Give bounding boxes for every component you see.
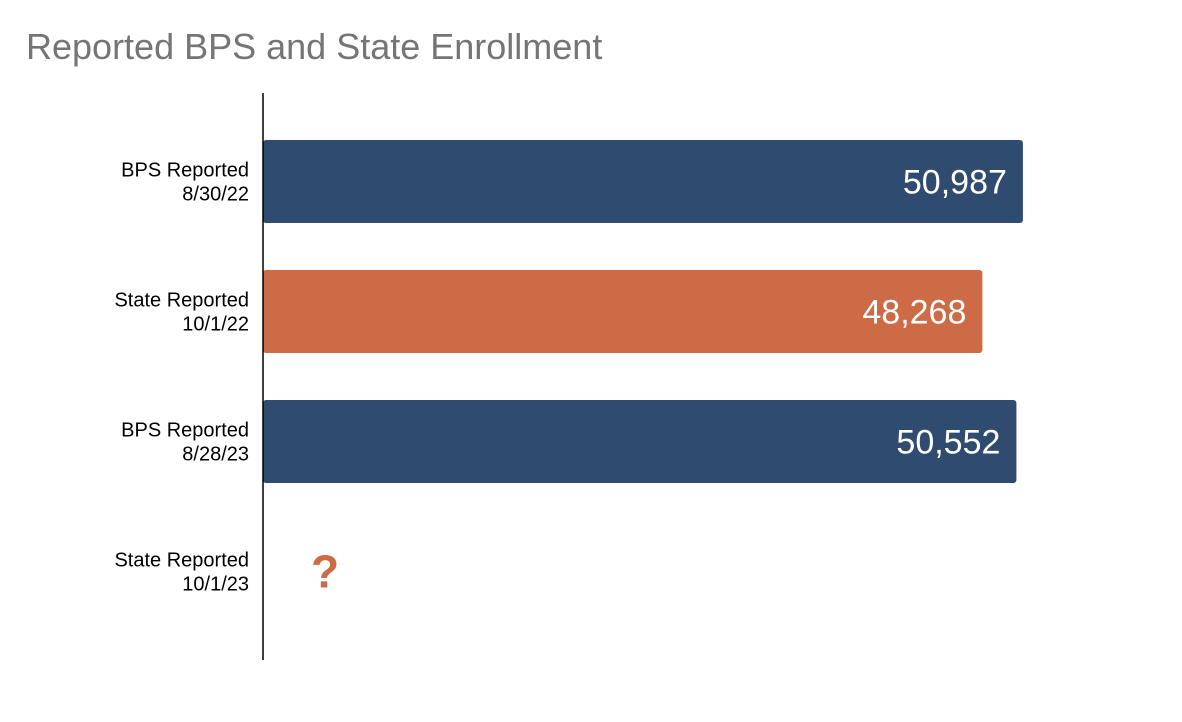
category-label-line: State Reported	[114, 290, 249, 312]
category-label-line: 8/28/23	[182, 444, 249, 466]
bar	[263, 400, 1017, 483]
category-label-line: 8/30/22	[182, 184, 249, 206]
category-label: State Reported 10/1/23	[114, 550, 249, 596]
category-label-line: State Reported	[114, 550, 249, 572]
bar	[263, 140, 1023, 223]
category-label: State Reported 10/1/22	[114, 290, 249, 336]
category-label-line: BPS Reported	[121, 420, 249, 442]
category-label: BPS Reported 8/28/23	[121, 420, 249, 466]
bar	[263, 270, 983, 353]
value-label: 50,552	[896, 424, 1000, 462]
value-label: 48,268	[862, 294, 966, 332]
category-label: BPS Reported 8/30/22	[121, 160, 249, 206]
bars-group: 50,987 48,268 50,552?	[263, 140, 1023, 598]
category-label-line: 10/1/22	[182, 314, 249, 336]
value-label: 50,987	[903, 164, 1007, 202]
chart-title: Reported BPS and State Enrollment	[26, 26, 603, 67]
category-label-line: 10/1/23	[182, 574, 249, 596]
category-label-line: BPS Reported	[121, 160, 249, 182]
unknown-value-label: ?	[311, 546, 339, 598]
